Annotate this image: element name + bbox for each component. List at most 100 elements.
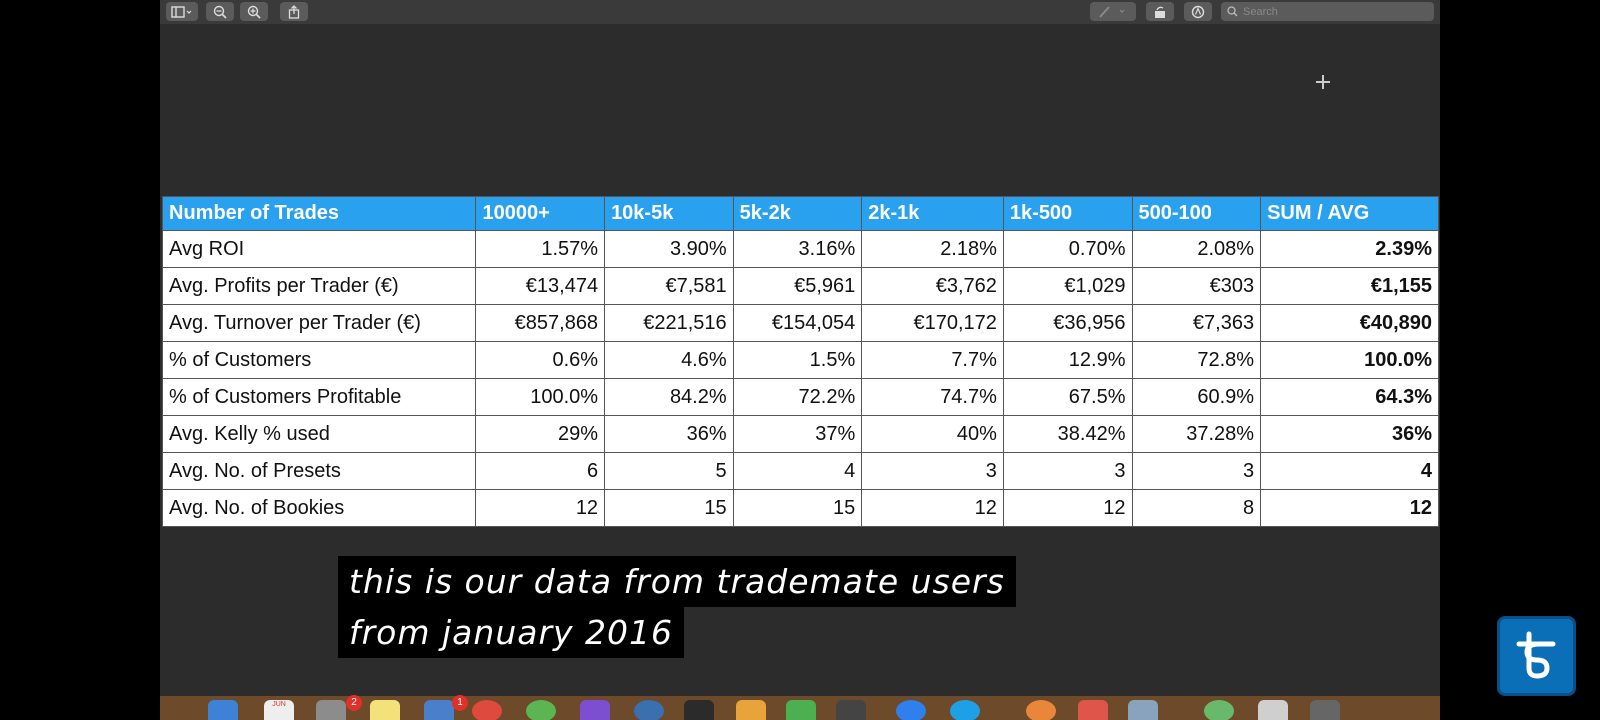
value-cell: €221,516 [604, 304, 734, 342]
app-dock-icon[interactable] [634, 700, 664, 720]
search-field[interactable] [1221, 2, 1434, 21]
zoom-out-icon [213, 5, 227, 19]
header-cell: 1k-500 [1002, 196, 1133, 231]
sidebar-toggle-button[interactable] [166, 2, 198, 21]
value-cell: 3.16% [732, 230, 863, 268]
data-table: Number of Trades 10000+ 10k-5k 5k-2k 2k-… [161, 196, 1439, 527]
caption-line: this is our data from trademate users [338, 556, 1016, 607]
sum-avg-cell: €1,155 [1260, 267, 1439, 305]
markup-pen-icon [1099, 5, 1125, 18]
value-cell: 12 [1002, 489, 1133, 527]
header-cell: 5k-2k [732, 196, 863, 231]
pdf-dock-icon[interactable] [1078, 700, 1108, 720]
value-cell: 3 [1131, 452, 1262, 490]
value-cell: 0.6% [475, 341, 606, 379]
notification-badge: 2 [346, 695, 362, 711]
row-label-cell: Avg. No. of Presets [161, 452, 477, 490]
header-cell: 10k-5k [604, 196, 734, 231]
value-cell: 15 [604, 489, 734, 527]
trash-dock-icon[interactable] [1310, 700, 1340, 720]
calendar-month-label: JUN [272, 701, 286, 708]
row-label-cell: Avg ROI [161, 230, 477, 268]
value-cell: 1.5% [732, 341, 863, 379]
sum-avg-cell: €40,890 [1260, 304, 1439, 342]
calendar-dock-icon[interactable]: JUN [264, 700, 294, 720]
row-label-cell: Avg. No. of Bookies [161, 489, 477, 527]
value-cell: 15 [732, 489, 863, 527]
annotate-button[interactable] [1184, 2, 1212, 21]
app-dock-icon[interactable] [1204, 700, 1234, 720]
row-label-cell: Avg. Profits per Trader (€) [161, 267, 477, 305]
value-cell: 38.42% [1002, 415, 1133, 453]
zoom-out-button[interactable] [206, 2, 234, 21]
sum-avg-cell: 100.0% [1260, 341, 1439, 379]
value-cell: €5,961 [732, 267, 863, 305]
value-cell: 2.18% [861, 230, 1004, 268]
app-dock-icon[interactable] [1128, 700, 1158, 720]
value-cell: €857,868 [475, 304, 606, 342]
table-row: Avg. Turnover per Trader (€) €857,868 €221… [161, 304, 1439, 342]
row-label-cell: % of Customers Profitable [161, 378, 477, 416]
zoom-in-button[interactable] [240, 2, 268, 21]
sidebar-toggle-icon [171, 5, 192, 18]
numbers-dock-icon[interactable] [786, 700, 816, 720]
sum-avg-cell: 64.3% [1260, 378, 1439, 416]
value-cell: 72.8% [1131, 341, 1262, 379]
app-dock-icon[interactable] [684, 700, 714, 720]
app-dock-icon[interactable] [1258, 700, 1288, 720]
skype-dock-icon[interactable] [950, 700, 980, 720]
value-cell: 5 [604, 452, 734, 490]
annotate-icon [1191, 5, 1205, 18]
value-cell: 7.7% [861, 341, 1004, 379]
table-row: % of Customers 0.6% 4.6% 1.5% 7.7% 12.9% 72.8%… [161, 341, 1439, 379]
value-cell: €303 [1131, 267, 1262, 305]
zoom-in-icon [247, 5, 261, 19]
table-row: Avg ROI 1.57% 3.90% 3.16% 2.18% 0.70% 2.08% 2.3… [161, 230, 1439, 268]
system-preferences-dock-icon[interactable] [316, 700, 346, 720]
row-label-cell: Avg. Turnover per Trader (€) [161, 304, 477, 342]
table-row: Avg. Profits per Trader (€) €13,474 €7,581… [161, 267, 1439, 305]
notes-dock-icon[interactable] [370, 700, 400, 720]
value-cell: €154,054 [732, 304, 863, 342]
sum-avg-cell: 2.39% [1260, 230, 1439, 268]
value-cell: €3,762 [861, 267, 1004, 305]
table-row: Avg. Kelly % used 29% 36% 37% 40% 38.42% 37.28… [161, 415, 1439, 453]
search-input[interactable] [1243, 5, 1423, 18]
value-cell: 40% [861, 415, 1004, 453]
value-cell: 3 [1002, 452, 1133, 490]
photos-dock-icon[interactable] [1026, 700, 1056, 720]
rotate-icon [1155, 6, 1165, 18]
zoom-dock-icon[interactable] [896, 700, 926, 720]
app-dock-icon[interactable] [736, 700, 766, 720]
value-cell: 4 [732, 452, 863, 490]
app-dock-icon[interactable] [836, 700, 866, 720]
value-cell: €1,029 [1002, 267, 1133, 305]
value-cell: 84.2% [604, 378, 734, 416]
header-cell: Number of Trades [161, 196, 477, 231]
chrome-dock-icon[interactable] [472, 700, 502, 720]
rotate-button[interactable] [1146, 2, 1174, 21]
row-label-cell: Avg. Kelly % used [161, 415, 477, 453]
value-cell: 3.90% [604, 230, 734, 268]
value-cell: 3 [861, 452, 1004, 490]
value-cell: 12.9% [1002, 341, 1133, 379]
table-row: % of Customers Profitable 100.0% 84.2% 72.2… [161, 378, 1439, 416]
sum-avg-cell: 12 [1260, 489, 1439, 527]
imovie-dock-icon[interactable] [580, 700, 610, 720]
preview-dock-icon[interactable] [424, 700, 454, 720]
share-button[interactable] [280, 2, 308, 21]
markup-button[interactable] [1090, 2, 1136, 21]
notification-badge: 1 [452, 695, 468, 711]
finder-dock-icon[interactable] [208, 700, 238, 720]
value-cell: 1.57% [475, 230, 606, 268]
value-cell: 72.2% [732, 378, 863, 416]
value-cell: €13,474 [475, 267, 606, 305]
caption-line: from january 2016 [338, 607, 685, 658]
app-dock-icon[interactable] [526, 700, 556, 720]
header-cell: 2k-1k [861, 196, 1004, 231]
value-cell: 0.70% [1002, 230, 1133, 268]
value-cell: 29% [475, 415, 606, 453]
share-icon [288, 4, 300, 19]
header-cell: SUM / AVG [1260, 196, 1439, 231]
table-header-row: Number of Trades 10000+ 10k-5k 5k-2k 2k-… [161, 196, 1439, 231]
